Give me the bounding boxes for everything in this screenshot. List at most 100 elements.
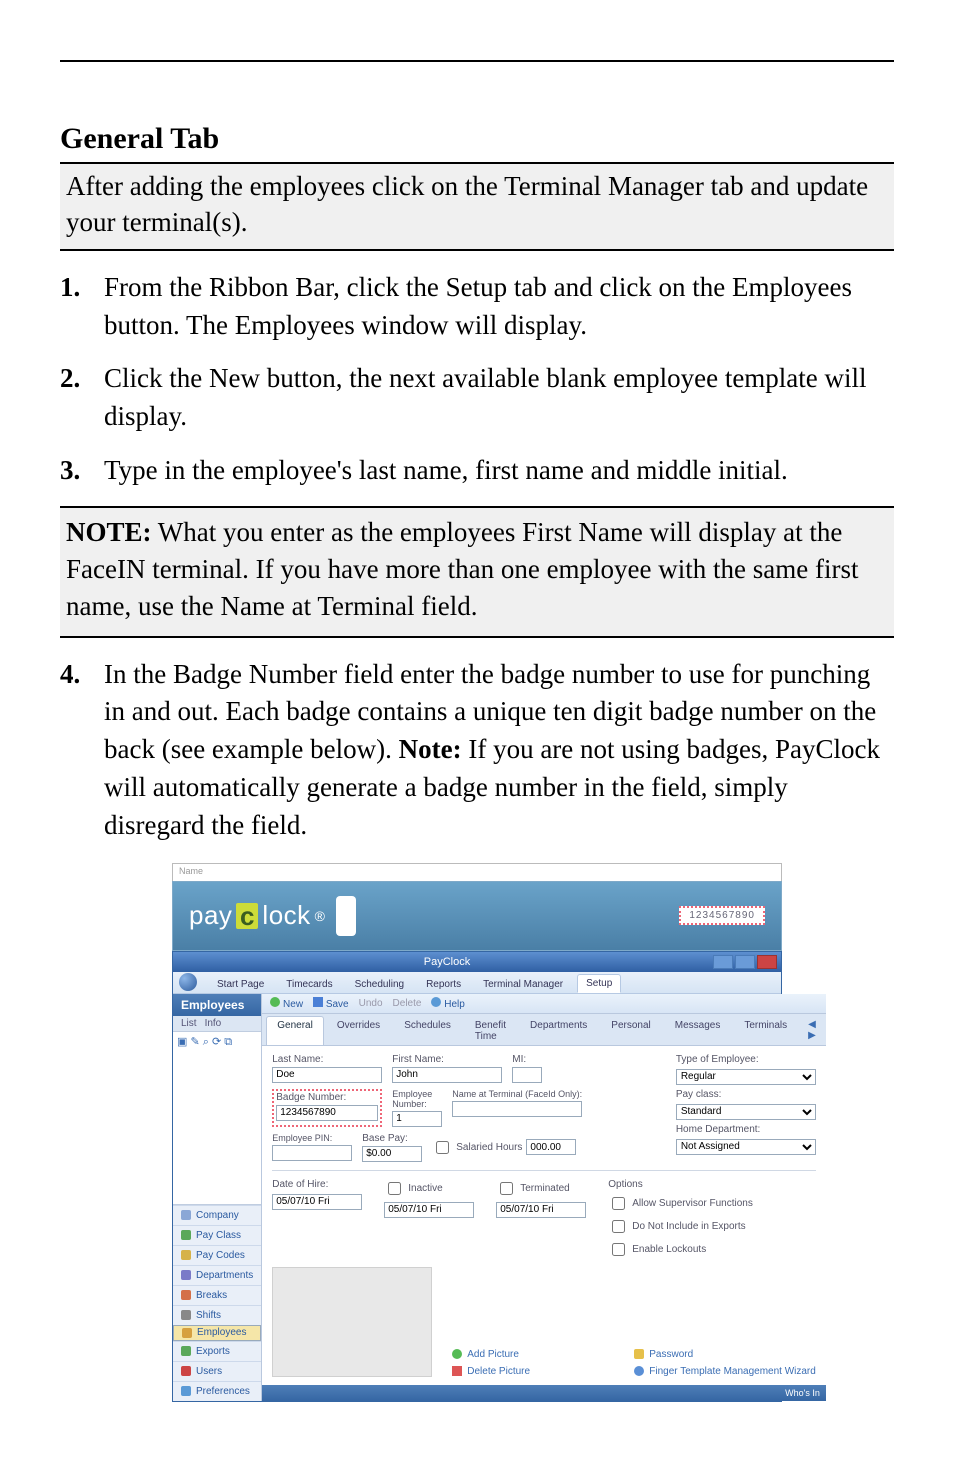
whos-in-label[interactable]: Who's In — [785, 1388, 820, 1398]
password-link[interactable]: Password — [634, 1349, 816, 1360]
save-button[interactable]: Save — [313, 997, 349, 1010]
left-sub-list[interactable]: List — [181, 1018, 197, 1029]
help-icon — [431, 997, 441, 1007]
tab-setup[interactable]: Setup — [577, 974, 621, 993]
finger-wizard-link[interactable]: Finger Template Management Wizard — [634, 1366, 816, 1377]
maximize-button[interactable] — [735, 955, 755, 969]
app-window: PayClock Start Page Timecards Scheduling… — [172, 951, 782, 1402]
app-orb-icon[interactable] — [179, 973, 197, 991]
subtab-general[interactable]: General — [266, 1016, 324, 1045]
home-dept-label: Home Department: — [676, 1124, 816, 1135]
subtab-overrides[interactable]: Overrides — [326, 1016, 391, 1045]
opt-supervisor[interactable]: Allow Supervisor Functions — [608, 1194, 816, 1213]
left-sub-tabs: List Info — [173, 1016, 261, 1032]
nav-breaks[interactable]: Breaks — [173, 1285, 261, 1305]
list-toolbar[interactable]: ▣ ✎ ⌕ ⟳ ⧉ — [177, 1036, 232, 1048]
last-name-label: Last Name: — [272, 1054, 382, 1065]
salaried-hours-input[interactable] — [526, 1139, 576, 1155]
tab-timecards[interactable]: Timecards — [278, 976, 340, 993]
intro-block: After adding the employees click on the … — [60, 162, 894, 251]
status-bar: Who's In — [262, 1385, 826, 1401]
note-body: What you enter as the employees First Na… — [66, 517, 858, 622]
first-name-label: First Name: — [392, 1054, 502, 1065]
left-sub-info[interactable]: Info — [205, 1018, 222, 1029]
clock-icon — [336, 896, 356, 936]
mi-input[interactable] — [512, 1067, 542, 1083]
emp-number-label: Employee Number: — [392, 1089, 442, 1109]
pay-class-label: Pay class: — [676, 1089, 816, 1100]
terminated-checkbox[interactable]: Terminated — [496, 1179, 586, 1198]
close-button[interactable] — [757, 955, 777, 969]
date-hire-input[interactable] — [272, 1194, 362, 1210]
subtab-messages[interactable]: Messages — [664, 1016, 732, 1045]
emp-pin-label: Employee PIN: — [272, 1133, 352, 1143]
delete-picture-link[interactable]: Delete Picture — [452, 1366, 530, 1377]
nav-list: Company Pay Class Pay Codes Departments … — [173, 1205, 261, 1401]
nav-employees[interactable]: Employees — [173, 1325, 261, 1341]
tab-scheduling[interactable]: Scheduling — [347, 976, 412, 993]
nav-pay-class[interactable]: Pay Class — [173, 1225, 261, 1245]
form-area: Last Name: First Name: MI: — [262, 1046, 826, 1385]
help-button[interactable]: Help — [431, 997, 464, 1010]
note-block: NOTE: What you enter as the employees Fi… — [60, 506, 894, 638]
base-pay-input[interactable] — [362, 1146, 422, 1162]
name-terminal-input[interactable] — [452, 1101, 582, 1117]
left-panel-title: Employees — [173, 994, 261, 1016]
terminated-date-input[interactable] — [496, 1202, 586, 1218]
nav-shifts[interactable]: Shifts — [173, 1305, 261, 1325]
options-label: Options — [608, 1179, 816, 1190]
subtab-departments[interactable]: Departments — [519, 1016, 598, 1045]
salaried-checkbox[interactable]: Salaried Hours — [432, 1133, 576, 1162]
badge-number-input[interactable] — [276, 1105, 378, 1121]
nav-exports[interactable]: Exports — [173, 1341, 261, 1361]
tab-terminal-manager[interactable]: Terminal Manager — [475, 976, 571, 993]
undo-button[interactable]: Undo — [359, 998, 383, 1009]
last-name-input[interactable] — [272, 1067, 382, 1083]
delete-button[interactable]: Delete — [393, 998, 422, 1009]
plus-icon — [270, 997, 280, 1007]
step-text: From the Ribbon Bar, click the Setup tab… — [104, 269, 894, 345]
tab-reports[interactable]: Reports — [418, 976, 469, 993]
nav-departments[interactable]: Departments — [173, 1265, 261, 1285]
minimize-button[interactable] — [713, 955, 733, 969]
tab-start-page[interactable]: Start Page — [209, 976, 272, 993]
nav-preferences[interactable]: Preferences — [173, 1381, 261, 1401]
subtab-scroll[interactable]: ◀ ▶ — [802, 1016, 822, 1045]
employee-list[interactable]: ▣ ✎ ⌕ ⟳ ⧉ — [173, 1032, 261, 1205]
window-titlebar: PayClock — [173, 952, 781, 972]
logo-panel: payclock® 1234567890 — [172, 881, 782, 951]
pay-class-select[interactable]: Standard — [676, 1104, 816, 1120]
nav-company[interactable]: Company — [173, 1205, 261, 1225]
subtab-terminals[interactable]: Terminals — [733, 1016, 798, 1045]
subtab-schedules[interactable]: Schedules — [393, 1016, 462, 1045]
badge-example: 1234567890 — [679, 906, 765, 925]
nav-pay-codes[interactable]: Pay Codes — [173, 1245, 261, 1265]
emp-pin-input[interactable] — [272, 1145, 352, 1161]
fingerprint-icon — [634, 1366, 644, 1376]
subtab-personal[interactable]: Personal — [600, 1016, 661, 1045]
new-button[interactable]: New — [270, 997, 303, 1010]
base-pay-label: Base Pay: — [362, 1133, 422, 1144]
step-text: Click the New button, the next available… — [104, 360, 894, 436]
step-text: In the Badge Number field enter the badg… — [104, 656, 894, 845]
nav-users[interactable]: Users — [173, 1361, 261, 1381]
plus-icon — [452, 1349, 462, 1359]
date-hire-label: Date of Hire: — [272, 1179, 362, 1190]
step-number: 3. — [60, 452, 86, 490]
opt-lockouts[interactable]: Enable Lockouts — [608, 1240, 816, 1259]
inactive-checkbox[interactable]: Inactive — [384, 1179, 474, 1198]
toolbar: New Save Undo Delete Help — [262, 994, 826, 1014]
picture-panel — [272, 1267, 432, 1377]
inactive-date-input[interactable] — [384, 1202, 474, 1218]
home-dept-select[interactable]: Not Assigned — [676, 1139, 816, 1155]
type-employee-select[interactable]: Regular — [676, 1069, 816, 1085]
step-number: 2. — [60, 360, 86, 436]
subtab-benefit-time[interactable]: Benefit Time — [464, 1016, 517, 1045]
sub-tabs: General Overrides Schedules Benefit Time… — [262, 1014, 826, 1046]
window-title: PayClock — [181, 956, 713, 968]
first-name-input[interactable] — [392, 1067, 502, 1083]
add-picture-link[interactable]: Add Picture — [452, 1349, 530, 1360]
opt-no-export[interactable]: Do Not Include in Exports — [608, 1217, 816, 1236]
disk-icon — [313, 997, 323, 1007]
emp-number-input[interactable] — [392, 1111, 442, 1127]
